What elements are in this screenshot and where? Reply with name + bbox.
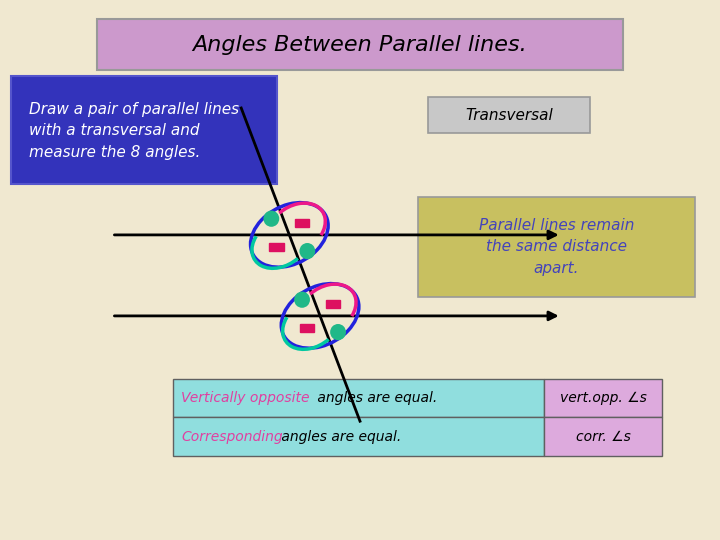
Text: Draw a pair of parallel lines
with a transversal and
measure the 8 angles.: Draw a pair of parallel lines with a tra…	[29, 102, 239, 160]
FancyBboxPatch shape	[173, 417, 544, 456]
Text: corr. ∠s: corr. ∠s	[575, 430, 631, 444]
Text: Transversal: Transversal	[465, 107, 553, 123]
Text: Vertically opposite: Vertically opposite	[181, 391, 310, 405]
FancyBboxPatch shape	[295, 219, 310, 227]
Text: angles are equal.: angles are equal.	[313, 391, 438, 405]
FancyBboxPatch shape	[97, 19, 623, 70]
FancyBboxPatch shape	[418, 197, 695, 297]
FancyBboxPatch shape	[269, 243, 284, 251]
FancyBboxPatch shape	[544, 379, 662, 417]
Ellipse shape	[264, 211, 279, 227]
Text: Angles Between Parallel lines.: Angles Between Parallel lines.	[193, 35, 527, 55]
Text: Corresponding: Corresponding	[181, 430, 283, 444]
Text: vert.opp. ∠s: vert.opp. ∠s	[559, 391, 647, 405]
Text: Parallel lines remain
the same distance
apart.: Parallel lines remain the same distance …	[479, 218, 634, 276]
FancyBboxPatch shape	[11, 76, 277, 184]
Ellipse shape	[300, 243, 315, 259]
FancyBboxPatch shape	[300, 324, 315, 332]
Ellipse shape	[330, 324, 346, 340]
FancyBboxPatch shape	[173, 379, 544, 417]
Text: angles are equal.: angles are equal.	[277, 430, 402, 444]
FancyBboxPatch shape	[326, 300, 341, 308]
Ellipse shape	[294, 292, 310, 308]
FancyBboxPatch shape	[428, 97, 590, 133]
FancyBboxPatch shape	[544, 417, 662, 456]
